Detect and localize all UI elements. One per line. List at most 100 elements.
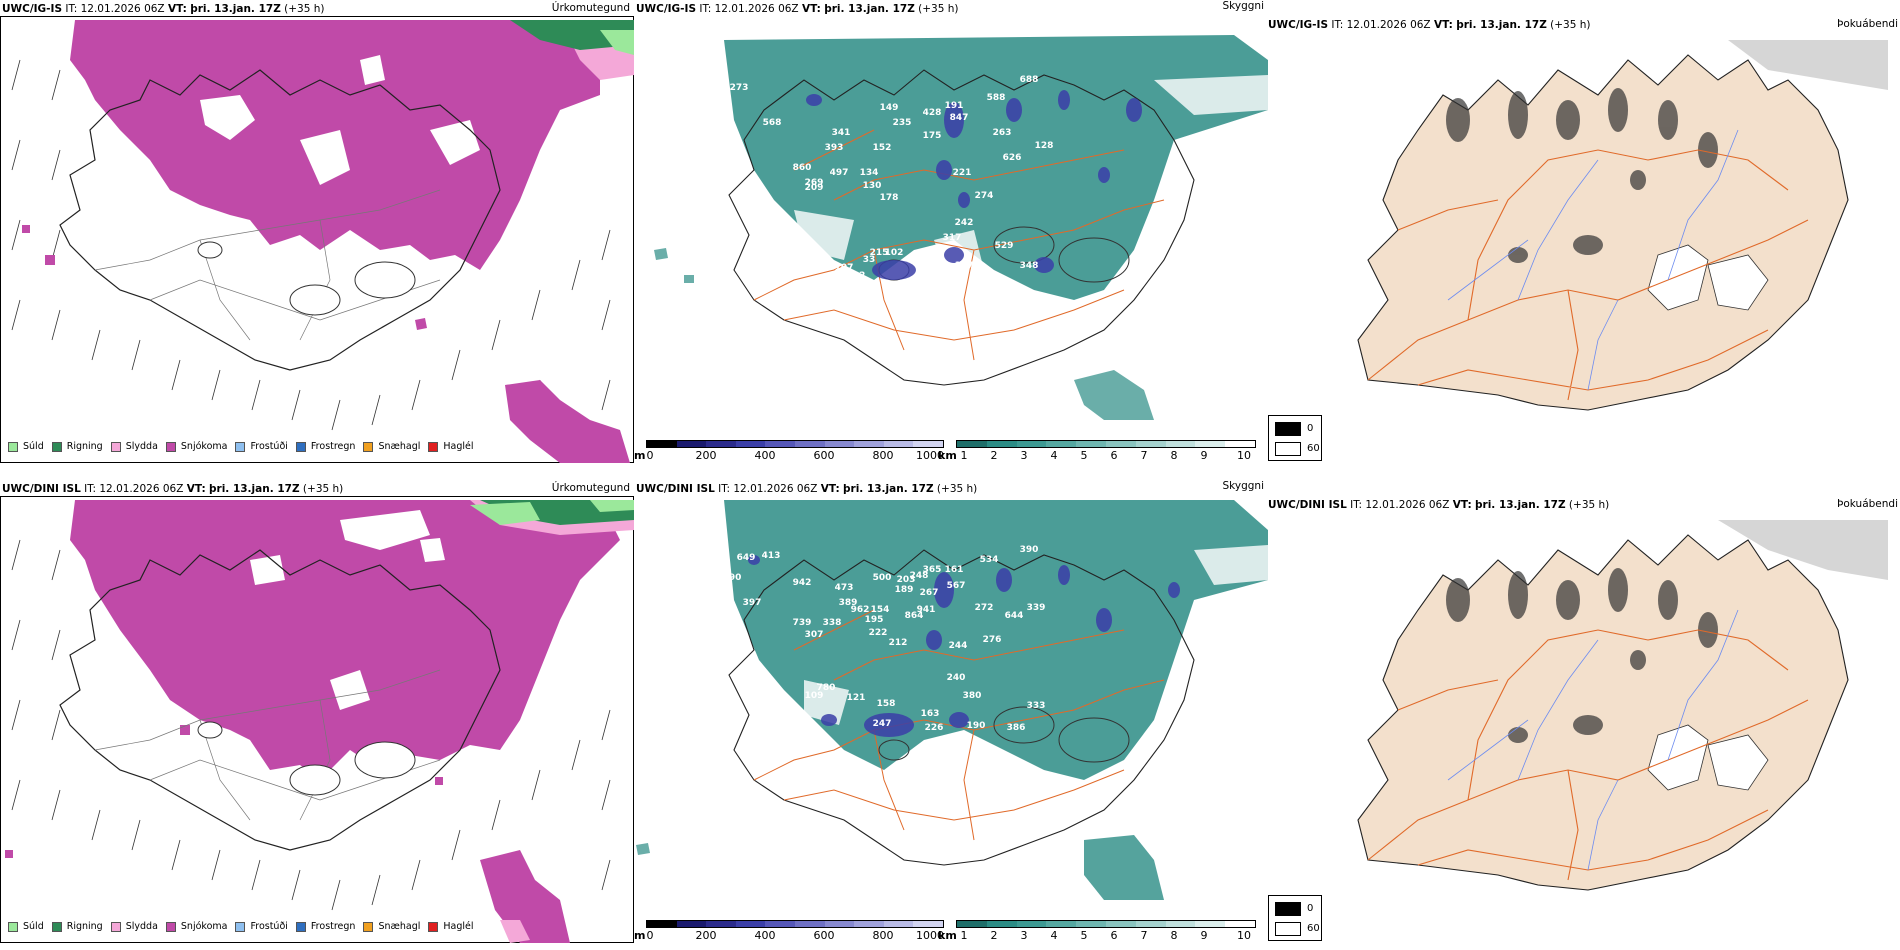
- cloud-base-label: 190: [967, 721, 986, 731]
- cloud-base-label: 263: [993, 128, 1012, 138]
- cloud-base-label: 175: [923, 131, 942, 141]
- cloud-base-label: 860: [793, 163, 812, 173]
- legend-label: Frostregn: [310, 921, 356, 932]
- legend-label: Súld: [23, 921, 44, 932]
- legend-item: Snjókoma: [165, 441, 227, 452]
- panel-header: UWC/DINI ISL IT: 12.01.2026 06Z VT: þri.…: [1268, 498, 1609, 512]
- legend-swatch-black: [1275, 902, 1301, 916]
- cloud-base-label: 941: [917, 605, 936, 615]
- legend-label: Snæhagl: [378, 921, 421, 932]
- colorbar-tick: 200: [695, 929, 717, 942]
- lead-time: (+35 h): [918, 3, 959, 15]
- vt-value: þri. 13.jan. 17Z: [1456, 19, 1547, 31]
- lead-time: (+35 h): [936, 483, 978, 495]
- cloud-base-label: 688: [1020, 75, 1039, 85]
- cloud-base-label: 33: [863, 255, 876, 265]
- legend-item: Súld: [8, 921, 44, 932]
- iceland-coastline: [728, 69, 1195, 386]
- cloud-base-label: 161: [945, 565, 964, 575]
- legend-swatch: [8, 921, 18, 932]
- cloud-base-label: 203: [897, 575, 916, 585]
- fog-area: [724, 500, 1268, 780]
- legend-item: Frostúði: [235, 441, 288, 452]
- colorbar-tick: 0: [646, 449, 654, 462]
- model-name: UWC/IG-IS: [636, 3, 697, 15]
- legend-swatch: [363, 441, 374, 452]
- legend-swatch: [363, 921, 374, 932]
- cloud-base-label: 269: [805, 178, 824, 188]
- colorbar-unit: km: [938, 929, 957, 942]
- cloudbase-spots: [806, 90, 1142, 280]
- colorbar-tick: 1: [960, 929, 968, 942]
- cloud-base-label: 568: [763, 118, 782, 128]
- legend-item: Frostúði: [235, 921, 288, 932]
- vt-label: VT:: [1452, 499, 1472, 511]
- colorbar-tick: 5: [1080, 929, 1088, 942]
- fog-index-panel-bottom: 0 60 UWC/DINI ISL IT: 12.01.2026 06Z VT:…: [1268, 480, 1900, 950]
- glaciers: [878, 706, 1130, 763]
- cloud-base-label: 739: [793, 618, 812, 628]
- it-value: 12.01.2026 06Z: [99, 483, 184, 495]
- cloud-base-label: 413: [762, 551, 781, 561]
- cloud-base-label: 242: [955, 218, 974, 228]
- fog-clear: [794, 75, 1268, 270]
- precip-type-panel-bottom: UWC/DINI ISL IT: 12.01.2026 06Z VT: þri.…: [0, 480, 634, 950]
- cloud-base-label: 990: [723, 573, 742, 583]
- cloud-base-label: 240: [947, 673, 966, 683]
- iceland-land: [1357, 534, 1849, 891]
- colorbar-tick: 2: [990, 929, 998, 942]
- legend-label: Rigning: [66, 921, 103, 932]
- fog-index-panel-top: 0 60 UWC/IG-IS IT: 12.01.2026 06Z VT: þr…: [1268, 0, 1900, 470]
- legend-item: Frostregn: [295, 441, 355, 452]
- fog-legend: 0 60: [1268, 415, 1322, 461]
- visibility-colorbar: km 1 2 3 4 5 6 7 8 9 10: [938, 920, 1268, 950]
- cloud-base-label: 134: [860, 168, 879, 178]
- cloud-base-label: 109: [805, 691, 824, 701]
- legend-swatch: [428, 441, 439, 452]
- it-value: 12.01.2026 06Z: [714, 3, 799, 15]
- cloud-base-label: 649: [737, 553, 756, 563]
- cloud-base-label: 247: [873, 719, 892, 729]
- cloud-base-label: 348: [1020, 261, 1039, 271]
- vt-value: þri. 13.jan. 17Z: [209, 483, 300, 495]
- cloud-base-label: 222: [869, 628, 888, 638]
- colorbar-tick: 9: [1200, 449, 1208, 462]
- legend-swatch: [165, 921, 176, 932]
- snow-area-se: [480, 850, 570, 943]
- legend-swatch-black: [1275, 422, 1301, 436]
- legend-item: Rigning: [51, 921, 103, 932]
- iceland-coastline: [728, 549, 1195, 866]
- colorbar-cells: [956, 920, 1256, 928]
- cloud-base-label: 339: [1027, 603, 1046, 613]
- rivers: [1447, 129, 1739, 391]
- legend-item: Slydda: [110, 441, 158, 452]
- colorbar-tick: 9: [1200, 929, 1208, 942]
- it-value: 12.01.2026 06Z: [80, 3, 165, 15]
- fog-shading: [1446, 568, 1718, 743]
- colorbar-tick: 600: [813, 449, 835, 462]
- cloud-base-label: 209: [805, 183, 824, 193]
- precip-legend: Súld Rigning Slydda Snjókoma Frostúði Fr…: [0, 921, 474, 932]
- colorbar-tick: 10: [1237, 929, 1251, 942]
- cloud-base-label: 154: [871, 605, 890, 615]
- cloud-base-label: 393: [825, 143, 844, 153]
- colorbar-cells: [646, 440, 944, 448]
- legend-item: Snjókoma: [165, 921, 227, 932]
- model-name: UWC/DINI ISL: [636, 483, 715, 495]
- roads: [753, 129, 1165, 361]
- legend-item: Súld: [8, 441, 44, 452]
- legend-label: Slydda: [125, 921, 158, 932]
- snow-area-main: [70, 500, 620, 780]
- colorbar-cells: [646, 920, 944, 928]
- colorbar-tick: 3: [1020, 929, 1028, 942]
- cloud-base-label: 500: [873, 573, 892, 583]
- legend-item: Frostregn: [295, 921, 356, 932]
- cloud-base-label: 101: [795, 723, 814, 733]
- legend-item: Rigning: [51, 441, 103, 452]
- legend-item: Haglél: [428, 921, 474, 932]
- cloud-base-label: 317: [943, 233, 962, 243]
- visibility-colorbar: km 1 2 3 4 5 6 7 8 9 10: [938, 440, 1268, 470]
- rivers: [1447, 609, 1739, 871]
